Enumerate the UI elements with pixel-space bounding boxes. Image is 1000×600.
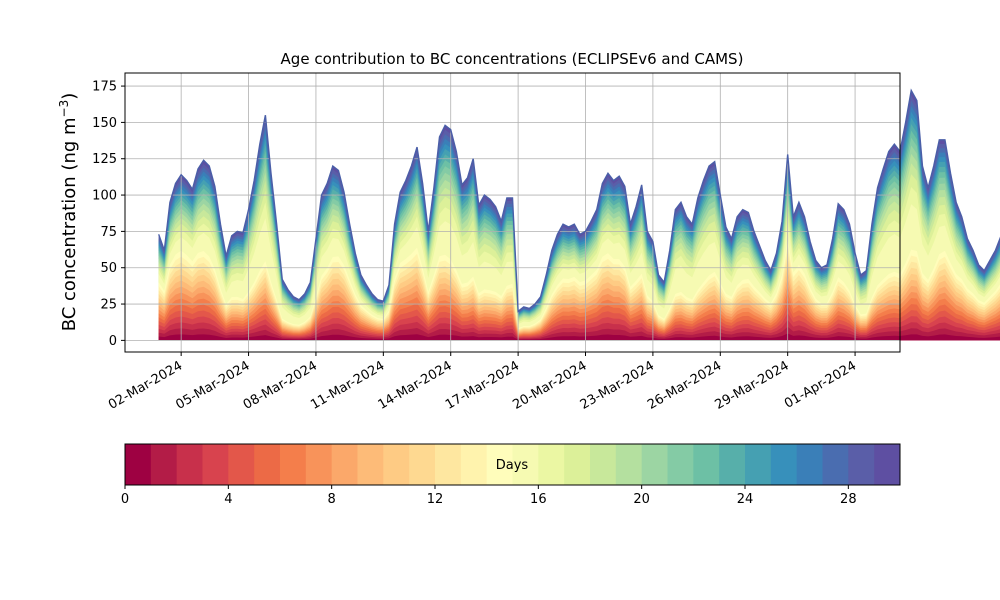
colorbar-cell-27 (822, 444, 849, 485)
x-tick-label: 05-Mar-2024 (173, 358, 252, 412)
y-axis-ticks: 0 25 50 75 100 125 150 175 (92, 80, 125, 349)
colorbar-ticks: 0 4 8 12 16 20 24 28 (121, 485, 857, 507)
total-concentration-line (158, 88, 1000, 313)
y-tick-label: 150 (92, 116, 117, 131)
y-tick-label: 50 (100, 261, 117, 276)
colorbar-cell-26 (796, 444, 823, 485)
colorbar-cell-22 (693, 444, 720, 485)
y-tick-label: 0 (109, 334, 117, 349)
plot-frame (124, 72, 901, 353)
colorbar-tick-label: 12 (427, 492, 444, 507)
y-tick-label: 125 (92, 152, 117, 167)
y-axis-label: BC concentration (ng m−3) (57, 93, 80, 332)
colorbar-cell-8 (331, 444, 358, 485)
colorbar-cell-6 (280, 444, 307, 485)
x-tick-label: 26-Mar-2024 (645, 358, 724, 412)
colorbar-cell-11 (409, 444, 436, 485)
x-tick-label: 29-Mar-2024 (713, 358, 792, 412)
colorbar-cell-0 (125, 444, 152, 485)
colorbar-cell-18 (590, 444, 617, 485)
colorbar-label: Days (496, 458, 529, 473)
age-band-0 (158, 333, 1000, 341)
colorbar-cell-19 (615, 444, 643, 485)
colorbar-tick-label: 20 (633, 492, 650, 507)
y-tick-label: 75 (100, 225, 117, 240)
x-tick-label: 17-Mar-2024 (443, 358, 522, 412)
colorbar-cell-21 (667, 444, 694, 485)
colorbar-tick-label: 28 (840, 492, 857, 507)
colorbar-cell-9 (357, 444, 384, 485)
colorbar-cell-1 (150, 444, 178, 485)
x-tick-label: 14-Mar-2024 (376, 358, 455, 412)
colorbar-cell-17 (564, 444, 591, 485)
colorbar-cell-16 (538, 444, 565, 485)
colorbar-tick-label: 4 (224, 492, 232, 507)
x-tick-label: 01-Apr-2024 (782, 358, 859, 411)
colorbar-cell-7 (305, 444, 333, 485)
x-tick-label: 11-Mar-2024 (308, 358, 387, 412)
y-tick-label: 100 (92, 189, 117, 204)
colorbar-cell-12 (435, 444, 462, 485)
colorbar-cell-4 (228, 444, 255, 485)
colorbar-cell-25 (770, 444, 798, 485)
colorbar-cells (125, 444, 901, 485)
colorbar-cell-29 (874, 444, 901, 485)
x-axis-ticks: 02-Mar-202405-Mar-202408-Mar-202411-Mar-… (106, 352, 859, 413)
y-axis-label-exponent: −3 (57, 100, 71, 118)
grid-lines (125, 73, 900, 352)
colorbar-tick-label: 8 (328, 492, 336, 507)
x-tick-label: 23-Mar-2024 (578, 358, 657, 412)
colorbar-cell-2 (176, 444, 203, 485)
x-tick-label: 08-Mar-2024 (241, 358, 320, 412)
y-tick-label: 175 (92, 80, 117, 95)
colorbar-cell-15 (512, 444, 539, 485)
colorbar-cell-28 (848, 444, 875, 485)
chart-title: Age contribution to BC concentrations (E… (281, 50, 744, 68)
x-tick-label: 20-Mar-2024 (510, 358, 589, 412)
y-tick-label: 25 (100, 298, 117, 313)
colorbar-tick-label: 0 (121, 492, 129, 507)
colorbar-tick-label: 16 (530, 492, 547, 507)
colorbar-cell-14 (486, 444, 513, 485)
x-tick-label: 02-Mar-2024 (106, 358, 185, 412)
colorbar-cell-10 (383, 444, 410, 485)
colorbar-tick-label: 24 (737, 492, 754, 507)
plot-area: 0 25 50 75 100 125 150 175 02-Mar-202405-Mar-20… (92, 72, 1000, 413)
colorbar-cell-5 (254, 444, 281, 485)
colorbar-frame (124, 443, 901, 486)
colorbar-cell-3 (202, 444, 229, 485)
y-axis-label-main: BC concentration (ng m (59, 117, 80, 331)
colorbar-cell-20 (641, 444, 668, 485)
colorbar-cell-24 (745, 444, 772, 485)
stacked-areas (158, 90, 1000, 341)
y-axis-label-close: ) (59, 93, 80, 100)
colorbar-cell-23 (719, 444, 746, 485)
colorbar-cell-13 (460, 444, 488, 485)
colorbar: Days 0 4 8 12 16 20 24 28 (121, 443, 901, 507)
